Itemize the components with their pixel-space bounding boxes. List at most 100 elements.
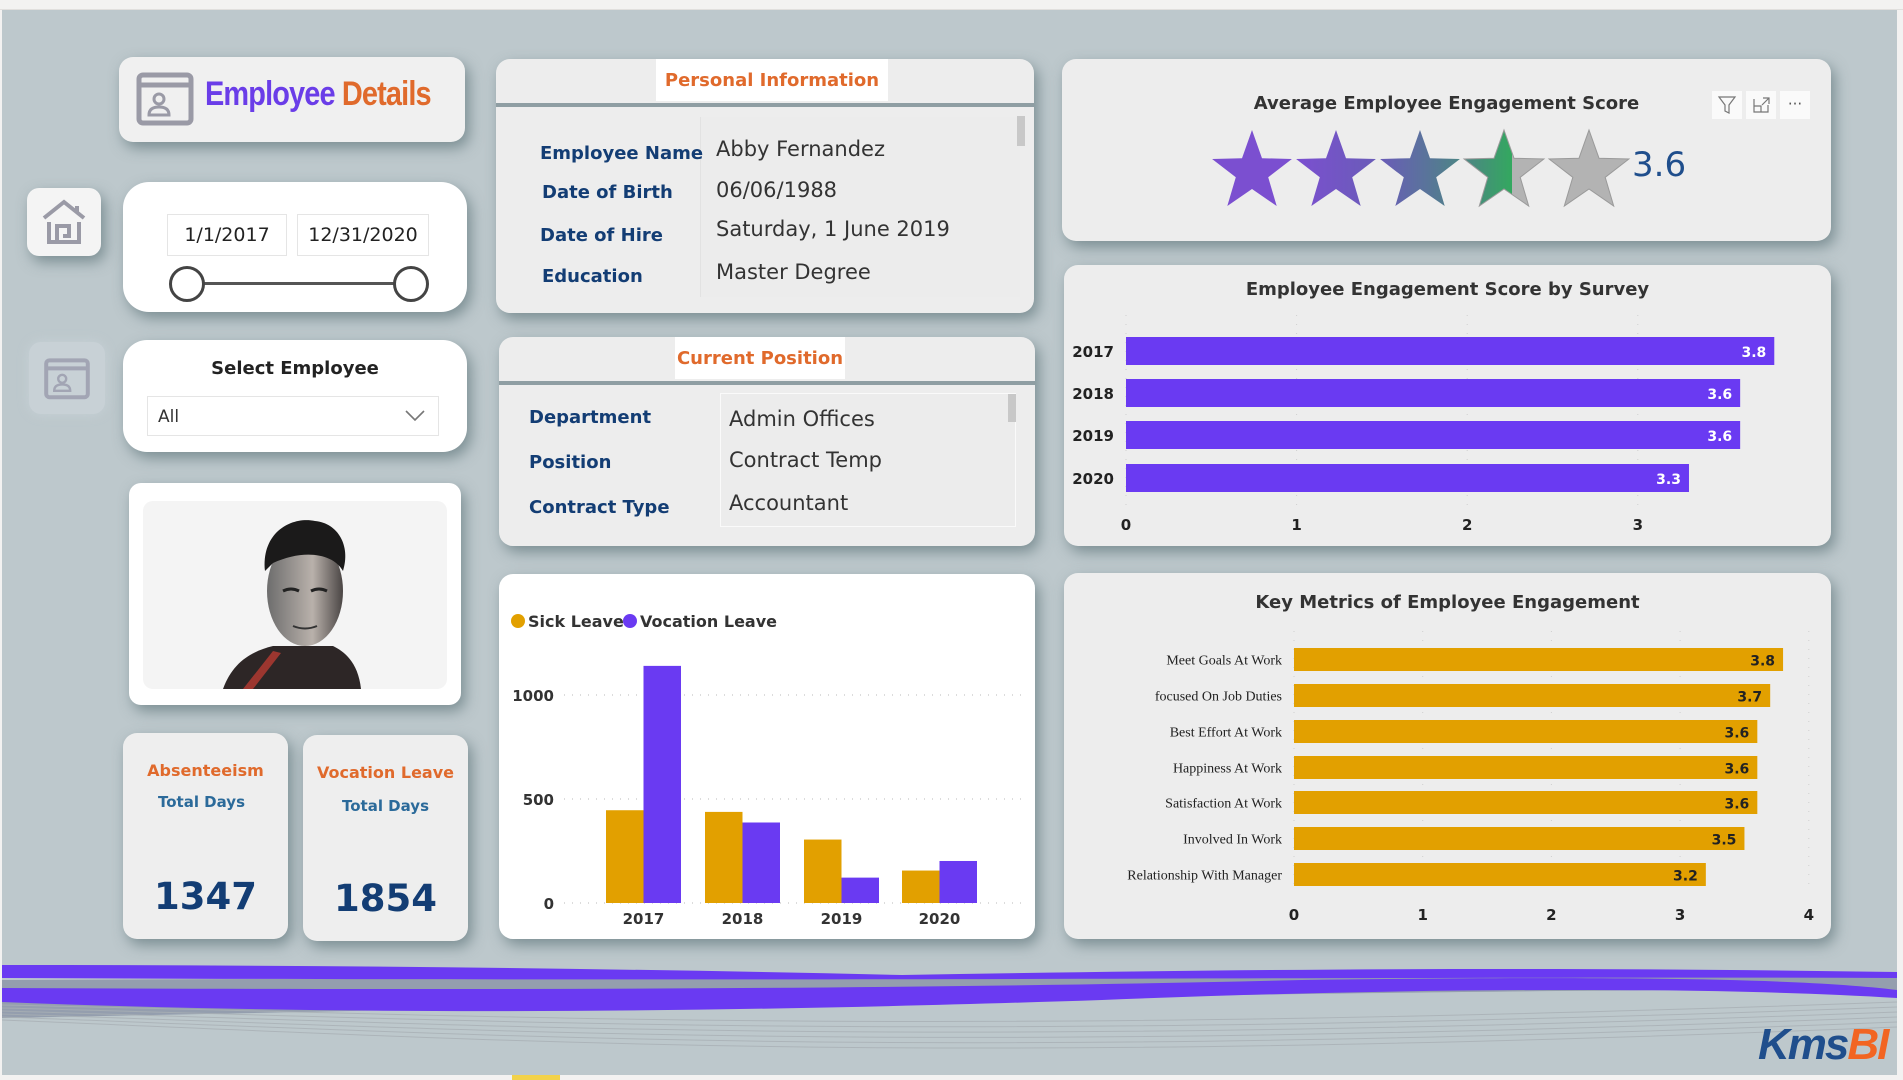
bar-vocation-leave-2017[interactable]: [643, 665, 682, 903]
info-label: Date of Hire: [540, 225, 663, 246]
report-canvas: KmsBI Employee Details: [2, 10, 1897, 1075]
bar-sick-leave-2018[interactable]: [705, 811, 743, 903]
data-label: 3.8: [1741, 345, 1766, 361]
y-category-label: 2017: [1072, 343, 1114, 361]
bar-2019[interactable]: [1126, 421, 1741, 449]
kpi-subtitle: Total Days: [341, 797, 430, 815]
x-tick-label: 2020: [919, 910, 961, 928]
scrollbar[interactable]: [1017, 116, 1025, 146]
bar-2018[interactable]: [1126, 379, 1741, 407]
x-tick-label: 4: [1804, 906, 1814, 924]
data-label: 3.8: [1750, 654, 1775, 670]
employee-dropdown[interactable]: All: [147, 396, 439, 436]
scrollbar[interactable]: [1008, 394, 1016, 422]
chart-title: Key Metrics of Employee Engagement: [1255, 592, 1640, 613]
end-date-input[interactable]: 12/31/2020: [297, 214, 429, 256]
employee-card-icon: [136, 72, 194, 126]
y-category-label: Involved In Work: [1183, 833, 1282, 848]
employee-slicer: Select Employee All: [123, 340, 467, 452]
info-value: 06/06/1988: [716, 178, 838, 202]
personal-info-title: Personal Information: [656, 59, 888, 101]
bar-2017[interactable]: [1126, 337, 1775, 365]
x-tick-label: 2019: [821, 910, 863, 928]
key-metrics-bar-chart: 0 1 2 3 4 Meet Goals At Work 3.8 focused On Job…: [1127, 631, 1814, 924]
date-slider-end-handle[interactable]: [393, 266, 429, 302]
info-label: Employee Name: [540, 143, 704, 164]
bar-vocation-leave-2018[interactable]: [742, 822, 781, 903]
data-label: 3.3: [1656, 472, 1681, 488]
bar-metric[interactable]: [1294, 720, 1758, 743]
leave-column-chart: 0 500 1000 2017 2018 2019 2020 Sick Leave Voc…: [511, 612, 1022, 928]
data-label: 3.6: [1725, 726, 1750, 742]
y-category-label: focused On Job Duties: [1155, 690, 1282, 705]
start-date-value: 1/1/2017: [184, 224, 270, 246]
info-value: Accountant: [729, 491, 849, 515]
position-values-panel: [720, 393, 1016, 527]
bar-metric[interactable]: [1294, 791, 1758, 814]
x-tick-label: 1: [1291, 516, 1301, 534]
page-title-part1: Employee: [205, 75, 336, 113]
current-position-card: Current Position Department Admin Office…: [499, 337, 1035, 546]
section-divider: [499, 381, 1035, 385]
kpi-subtitle: Total Days: [157, 793, 246, 811]
filter-button[interactable]: [1712, 91, 1742, 119]
bar-sick-leave-2019[interactable]: [804, 839, 842, 903]
data-label: 3.2: [1673, 869, 1698, 885]
bar-vocation-leave-2020[interactable]: [939, 860, 978, 903]
chevron-down-icon: [405, 410, 425, 422]
x-tick-label: 0: [1121, 516, 1131, 534]
y-category-label: 2019: [1072, 427, 1114, 445]
bar-metric[interactable]: [1294, 863, 1706, 886]
more-options-button[interactable]: ···: [1780, 91, 1810, 119]
kpi-value: 1854: [334, 877, 437, 920]
bar-metric[interactable]: [1294, 648, 1784, 671]
filter-icon: [1717, 96, 1737, 114]
more-options-icon: ···: [1787, 95, 1803, 113]
legend-label-vocation-leave[interactable]: Vocation Leave: [640, 612, 777, 631]
window-top-strip: [0, 0, 1903, 10]
data-label: 3.7: [1737, 690, 1762, 706]
personal-info-values-panel: [700, 117, 1020, 297]
employee-page-button[interactable]: [29, 342, 105, 414]
section-divider: [496, 103, 1034, 107]
star-icon: [1462, 128, 1546, 208]
x-tick-label: 2: [1462, 516, 1472, 534]
y-category-label: Meet Goals At Work: [1166, 654, 1282, 669]
start-date-input[interactable]: 1/1/2017: [167, 214, 287, 256]
absenteeism-kpi-card: Absenteeism Total Days 1347: [123, 733, 288, 939]
legend-label-sick-leave[interactable]: Sick Leave: [528, 612, 624, 631]
title-card: Employee Details: [119, 57, 465, 142]
y-category-label: Happiness At Work: [1173, 762, 1282, 777]
x-tick-label: 1: [1417, 906, 1427, 924]
kmsbi-logo: KmsBI: [1758, 1020, 1889, 1070]
rating-score: 3.6: [1632, 145, 1687, 185]
date-slider-track: [183, 282, 413, 285]
page-tab-indicator[interactable]: [512, 1075, 560, 1080]
info-value: Saturday, 1 June 2019: [716, 217, 950, 241]
employee-photo: [143, 501, 447, 689]
chart-title: Employee Engagement Score by Survey: [1245, 279, 1650, 300]
home-button[interactable]: [27, 188, 101, 256]
x-tick-label: 2: [1546, 906, 1556, 924]
focus-mode-button[interactable]: [1746, 91, 1776, 119]
employee-dropdown-value: All: [158, 407, 180, 427]
data-label: 3.6: [1707, 387, 1732, 403]
bar-sick-leave-2017[interactable]: [606, 810, 644, 903]
info-value: Master Degree: [716, 260, 871, 284]
date-slider-start-handle[interactable]: [169, 266, 205, 302]
bar-metric[interactable]: [1294, 756, 1758, 779]
date-range-slicer: 1/1/2017 12/31/2020: [123, 182, 467, 312]
logo-part1: Kms: [1758, 1020, 1849, 1069]
info-value: Admin Offices: [729, 407, 875, 431]
bar-metric[interactable]: [1294, 827, 1745, 850]
bar-vocation-leave-2019[interactable]: [841, 877, 880, 903]
window-bottom-strip: [0, 1075, 1903, 1080]
kpi-title: Vocation Leave: [317, 763, 454, 782]
bar-sick-leave-2020[interactable]: [902, 870, 940, 903]
home-icon: [42, 199, 86, 244]
bar-2020[interactable]: [1126, 464, 1689, 492]
decorative-wave: [2, 965, 1897, 1049]
x-tick-label: 3: [1633, 516, 1643, 534]
bar-metric[interactable]: [1294, 684, 1771, 707]
info-value: Abby Fernandez: [716, 137, 886, 161]
